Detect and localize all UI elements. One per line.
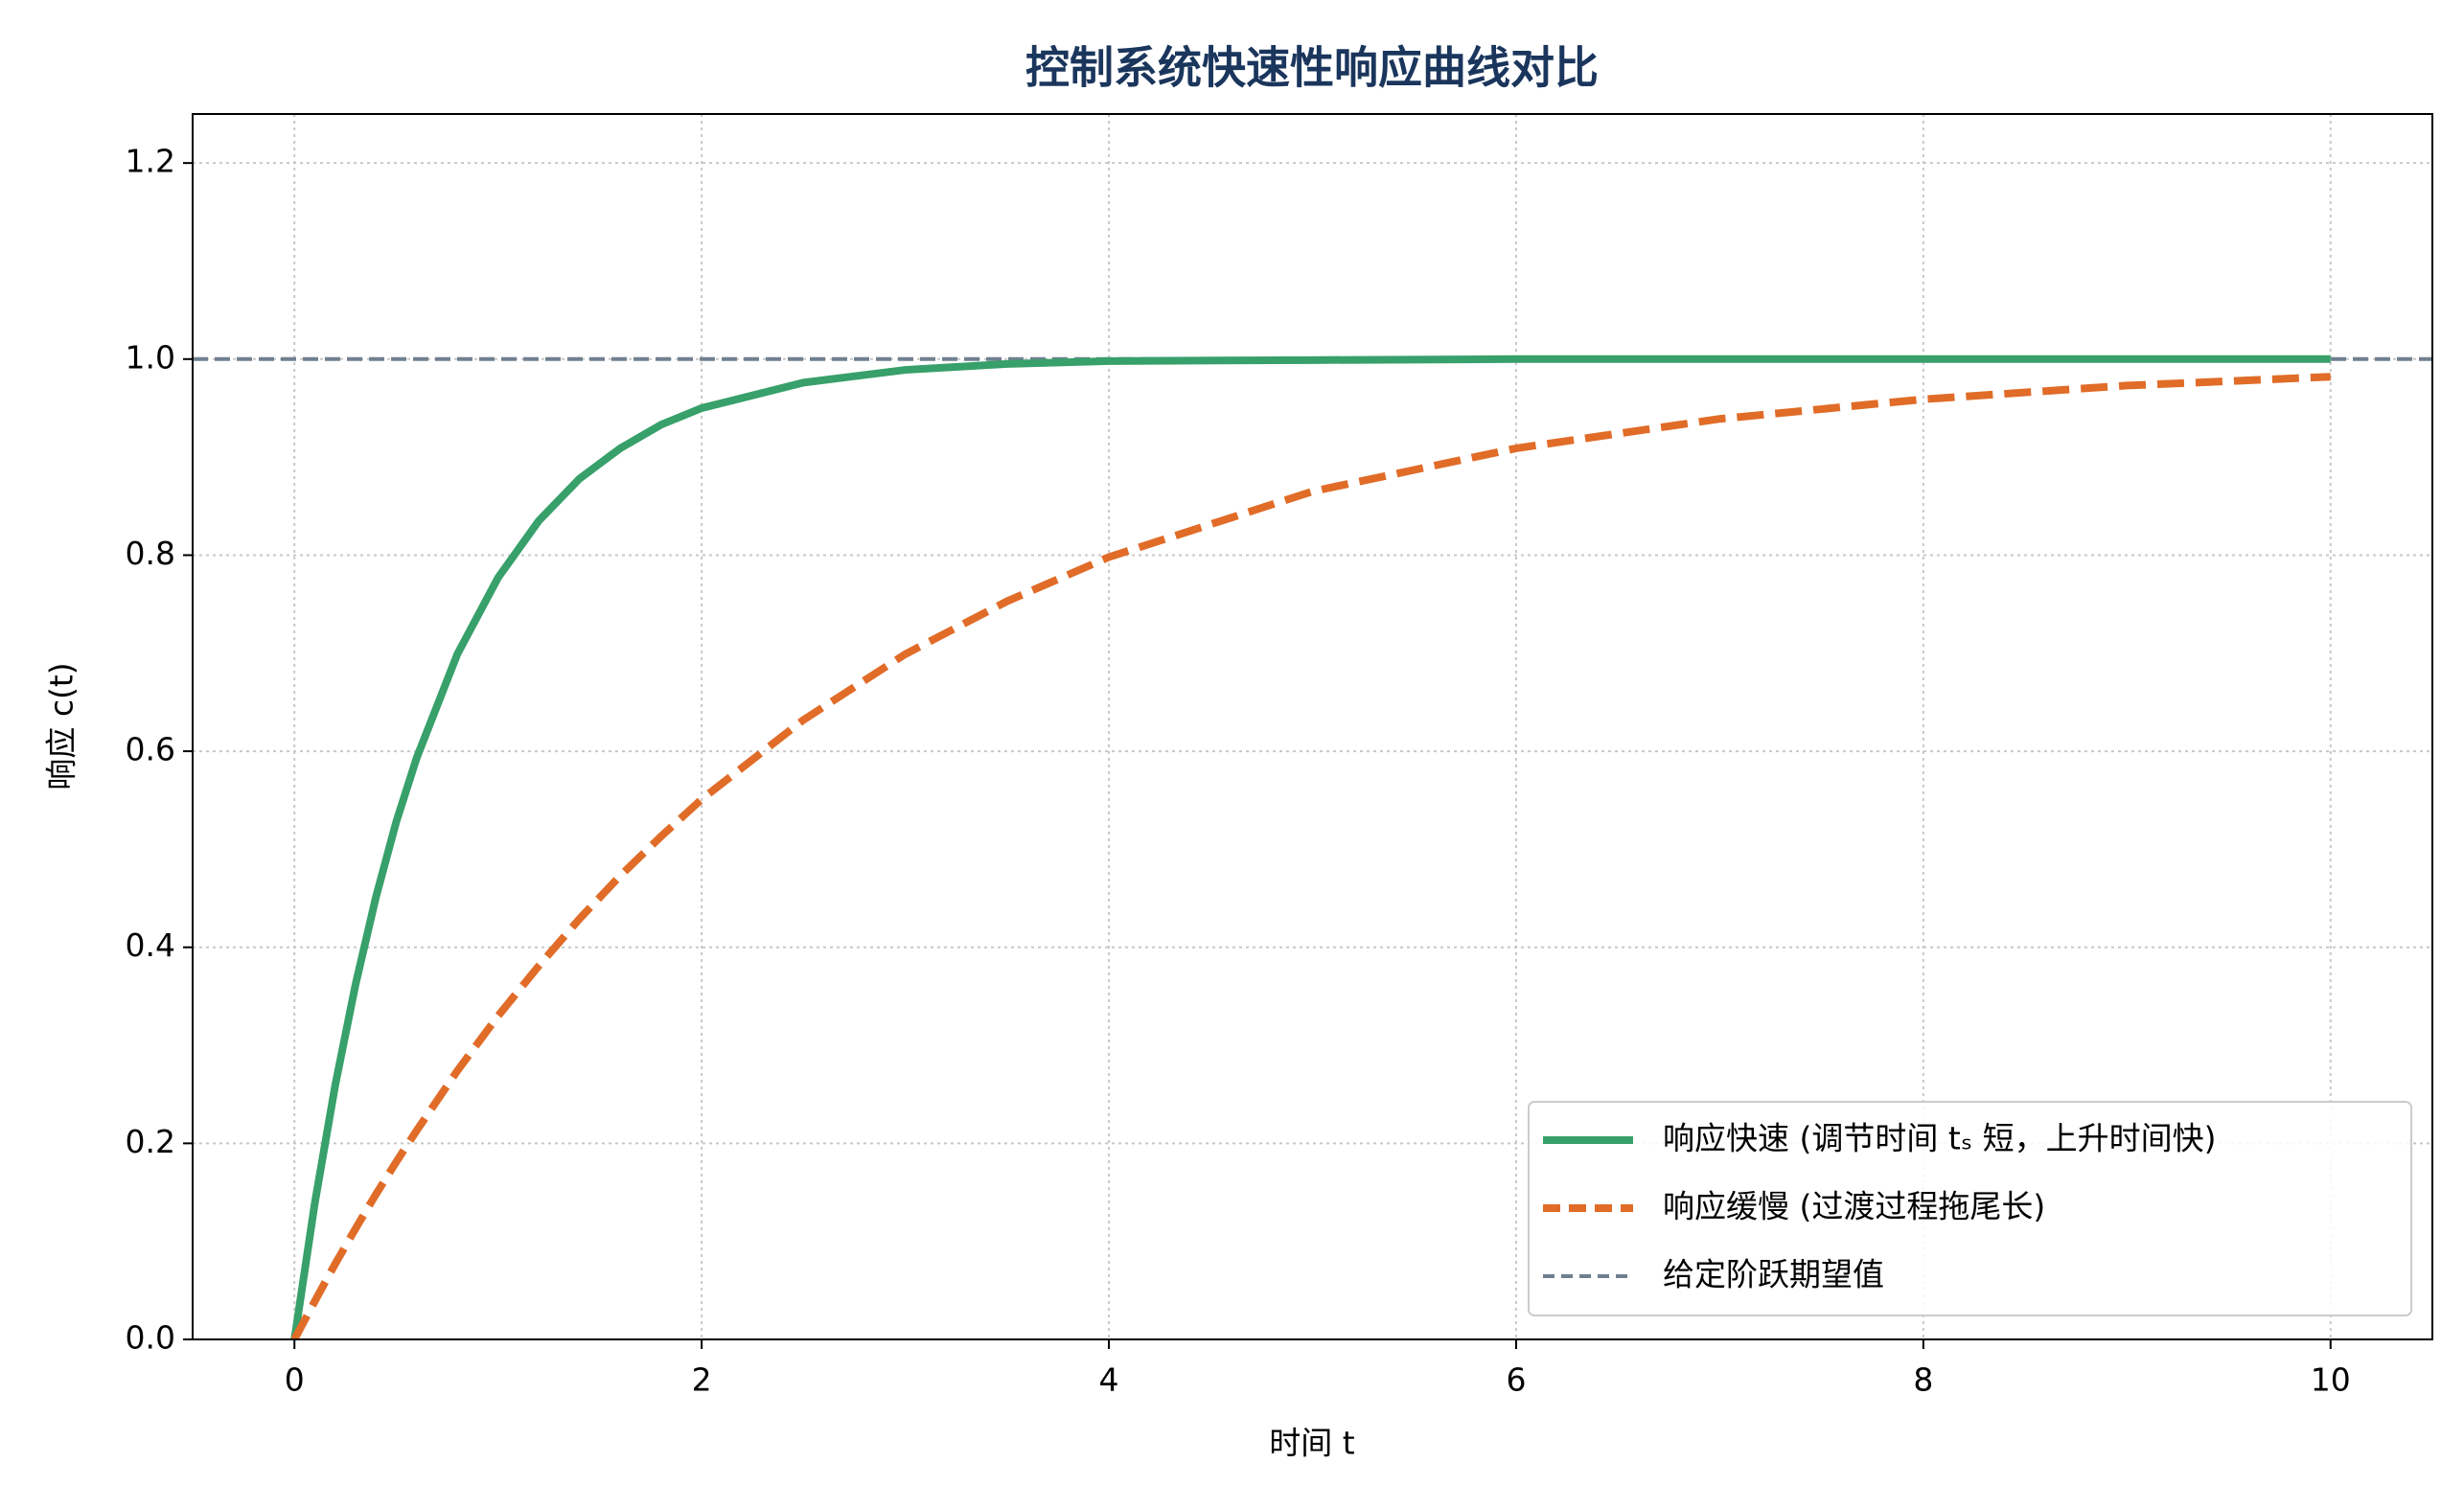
series-line (290, 373, 2331, 1339)
y-tick-label: 0.2 (126, 1123, 175, 1160)
x-tick-label: 4 (1099, 1361, 1119, 1399)
x-tick-label: 0 (285, 1361, 305, 1399)
legend-box (1528, 1101, 2412, 1316)
y-tick-label: 0.4 (126, 926, 175, 964)
chart-title: 控制系统快速性响应曲线对比 (1025, 42, 1599, 94)
plot-frame (192, 113, 2433, 1340)
legend-label: 给定阶跃期望值 (1663, 1256, 1884, 1293)
y-tick-label: 0.0 (126, 1319, 175, 1357)
legend-label: 响应缓慢 (过渡过程拖尾长) (1663, 1188, 2045, 1225)
y-tick-label: 0.6 (126, 731, 175, 768)
y-axis-label: 响应 c(t) (43, 662, 81, 789)
y-tick-label: 1.0 (126, 338, 175, 376)
legend-label: 响应快速 (调节时间 tₛ 短，上升时间快) (1663, 1120, 2216, 1157)
x-tick-label: 2 (692, 1361, 712, 1399)
series-line (290, 354, 2331, 1339)
y-tick-label: 0.8 (126, 535, 175, 572)
x-tick-label: 10 (2311, 1361, 2351, 1399)
x-axis-label: 时间 t (1269, 1425, 1354, 1462)
x-tick-label: 8 (1913, 1361, 1933, 1399)
y-tick-label: 1.2 (126, 143, 175, 180)
x-tick-label: 6 (1506, 1361, 1526, 1399)
